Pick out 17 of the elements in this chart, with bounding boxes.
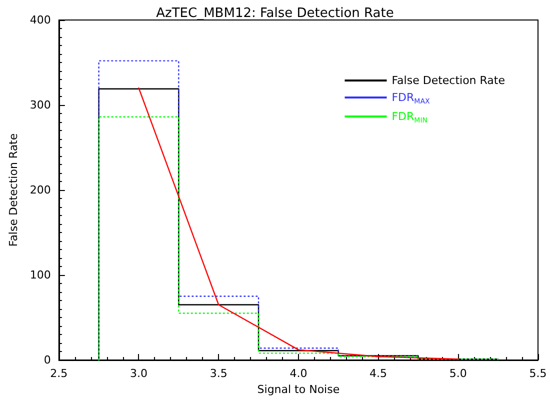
y-tick-label: 0: [44, 354, 51, 366]
y-tick-label: 100: [30, 268, 51, 282]
x-tick-label: 5.0: [449, 367, 467, 380]
chart-title: AzTEC_MBM12: False Detection Rate: [156, 6, 394, 21]
x-tick-label: 4.5: [370, 367, 388, 380]
y-axis-title: False Detection Rate: [7, 133, 20, 247]
y-tick-label: 200: [30, 184, 51, 196]
y-tick-label: 400: [30, 14, 51, 26]
x-tick-label: 3.0: [130, 367, 148, 380]
x-axis-title: Signal to Noise: [257, 382, 340, 396]
line-series: [138, 87, 459, 360]
legend-label: False Detection Rate: [392, 74, 506, 87]
x-tick-label: 5.5: [529, 367, 547, 380]
y-tick-label: 300: [30, 98, 51, 112]
x-tick-label: 2.5: [50, 367, 68, 380]
x-tick-label: 3.5: [210, 367, 228, 380]
x-tick-label: 4.0: [290, 367, 308, 380]
